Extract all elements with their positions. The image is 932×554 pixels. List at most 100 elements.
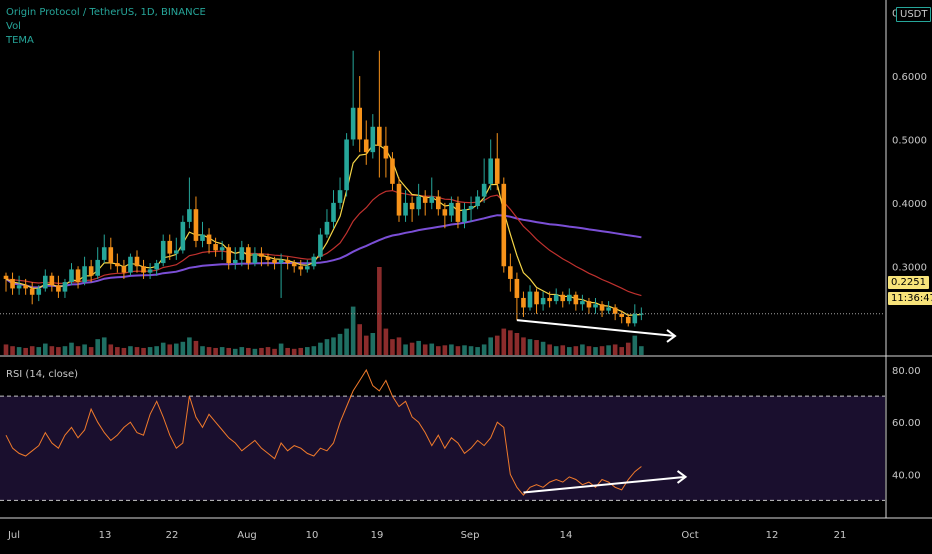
volume-bar [272,349,277,355]
countdown-tag: 11:36:47 [888,292,932,305]
candle-body [161,241,166,263]
candle-body [109,247,114,263]
candle-body [23,285,28,288]
volume-bar [574,346,579,355]
volume-bar [423,344,428,355]
volume-bar [253,349,258,355]
volume-bar [69,343,74,355]
volume-bar [82,344,87,355]
candle-body [403,203,408,216]
currency-badge[interactable]: USDT [896,7,931,22]
vol-label[interactable]: Vol [6,20,206,34]
time-tick-label: 21 [834,530,847,541]
volume-bar [17,347,22,355]
candle-body [443,209,448,215]
volume-bar [364,336,369,355]
time-tick-label: 19 [371,530,384,541]
tema-label[interactable]: TEMA [6,34,206,48]
candle-body [580,301,585,304]
time-tick-label: 22 [166,530,179,541]
candle-body [122,266,127,272]
volume-bar [292,349,297,355]
volume-bar [613,344,618,355]
volume-bar [220,347,225,355]
volume-bar [515,333,520,355]
candle-body [436,197,441,210]
candle-body [456,203,461,222]
volume-bar [357,324,362,355]
time-tick-label: 14 [560,530,573,541]
volume-bar [76,346,81,355]
candle-body [187,209,192,222]
volume-bar [30,346,35,355]
volume-bar [633,336,638,355]
candle-body [541,298,546,304]
candle-body [508,266,513,279]
volume-bar [410,343,415,355]
candle-body [351,108,356,140]
legend: Origin Protocol / TetherUS, 1D, BINANCE … [6,6,206,48]
volume-bar [488,337,493,355]
volume-bar [397,337,402,355]
volume-bar [56,347,61,355]
volume-bar [403,344,408,355]
candle-body [515,279,520,298]
candle-body [298,266,303,269]
volume-bar [246,348,251,355]
candle-body [292,263,297,266]
candle-body [148,269,153,272]
volume-bar [298,348,303,355]
volume-bar [587,346,592,355]
volume-bar [154,346,159,355]
candle-body [181,222,186,251]
candle-body [482,184,487,197]
candle-body [207,235,212,245]
last-price-tag: 0.2251 [888,276,929,289]
volume-bar [495,336,500,355]
candle-body [272,260,277,263]
candle-body [469,206,474,209]
volume-bar [226,348,231,355]
time-tick-label: Oct [681,530,698,541]
volume-bar [174,344,179,355]
candle-body [567,295,572,301]
candle-body [253,254,258,264]
candle-body [95,260,100,276]
volume-bar [338,334,343,355]
candle-body [377,127,382,146]
candle-body [43,276,48,289]
candle-body [488,158,493,183]
volume-bar [606,345,611,355]
volume-bar [331,337,336,355]
rsi-label[interactable]: RSI (14, close) [6,368,78,382]
candle-body [141,266,146,272]
candle-body [10,279,15,289]
volume-bar [285,348,290,355]
volume-bar [462,345,467,355]
time-tick-label: Aug [237,530,257,541]
symbol-title[interactable]: Origin Protocol / TetherUS, 1D, BINANCE [6,6,206,20]
candle-body [174,250,179,253]
volume-bar [259,348,264,355]
candle-body [305,266,310,269]
candle-body [115,263,120,266]
volume-bar [377,267,382,355]
volume-bar [534,340,539,355]
candle-body [89,266,94,276]
volume-bar [554,346,559,355]
rsi-legend: RSI (14, close) [6,368,78,382]
volume-bar [390,339,395,355]
candle-body [371,127,376,152]
candle-body [521,298,526,308]
volume-bar [23,348,28,355]
volume-bar [580,344,585,355]
volume-bar [626,343,631,355]
volume-bar [508,330,513,355]
volume-bar [593,347,598,355]
volume-bar [207,347,212,355]
candle-body [449,203,454,216]
candle-body [82,266,87,282]
volume-bar [135,347,140,355]
rsi-band-bg [0,396,885,500]
